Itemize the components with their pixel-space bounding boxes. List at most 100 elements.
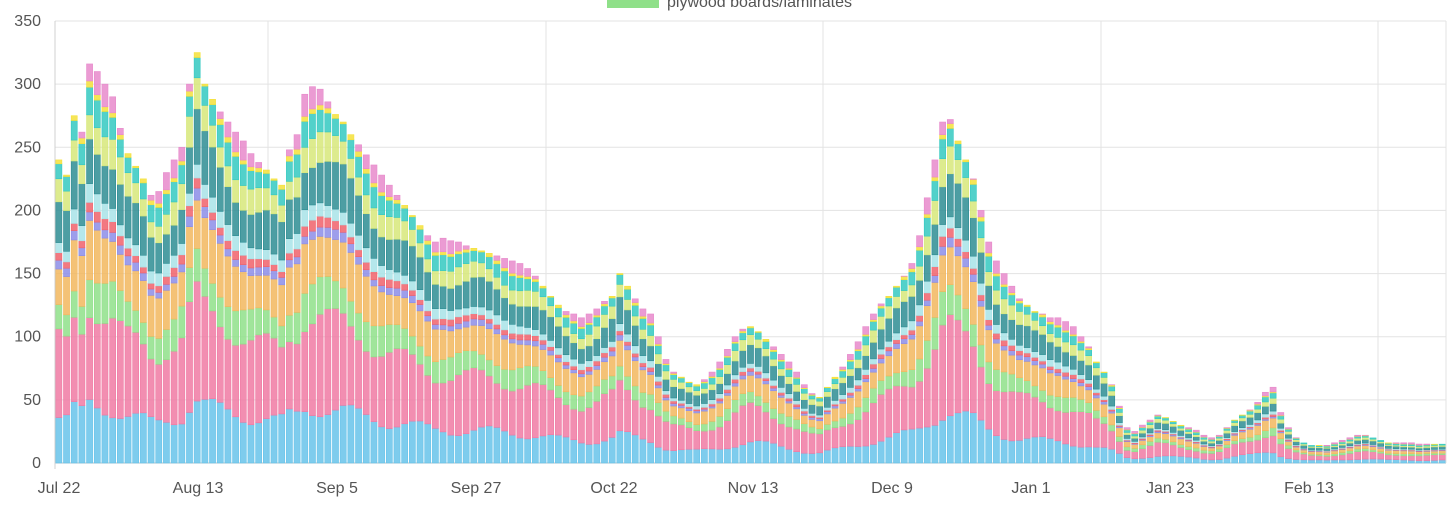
- bar-segment: [132, 332, 140, 414]
- bar-segment: [578, 317, 585, 327]
- bar-stack: [270, 178, 278, 464]
- bar-segment: [785, 361, 793, 369]
- bar-segment: [1277, 412, 1285, 416]
- bar-segment: [1285, 431, 1292, 435]
- bar-segment: [232, 259, 239, 267]
- bar-segment: [1192, 429, 1200, 433]
- bar-segment: [293, 153, 301, 178]
- bar-segment: [900, 301, 908, 328]
- bar-segment: [286, 252, 293, 261]
- bar-segment: [1108, 430, 1116, 450]
- bar-segment: [777, 394, 785, 398]
- bar-segment: [1069, 335, 1077, 346]
- bar-segment: [578, 373, 585, 378]
- bar-segment: [508, 289, 516, 305]
- bar-stack: [1400, 442, 1408, 464]
- bar-segment: [416, 225, 424, 230]
- bar-segment: [355, 234, 362, 251]
- bar-segment: [524, 289, 531, 307]
- bar-segment: [654, 402, 662, 417]
- bar-segment: [739, 332, 747, 341]
- bar-segment: [478, 353, 485, 371]
- bar-segment: [1046, 359, 1054, 367]
- bar-segment: [770, 408, 777, 419]
- bar-segment: [770, 365, 777, 381]
- bar-segment: [1092, 361, 1100, 364]
- bar-segment: [570, 369, 578, 374]
- bar-segment: [631, 434, 639, 464]
- bar-segment: [862, 397, 870, 413]
- bar-stack: [170, 159, 178, 464]
- bar-segment: [155, 363, 163, 421]
- bar-segment: [116, 244, 124, 255]
- bar-segment: [754, 373, 762, 379]
- bar-segment: [1277, 456, 1285, 464]
- bar-segment: [1023, 304, 1031, 307]
- bar-segment: [1062, 443, 1069, 464]
- bar-stack: [132, 165, 140, 464]
- bar-segment: [754, 331, 762, 333]
- bar-segment: [293, 233, 301, 250]
- bar-segment: [262, 274, 270, 311]
- bar-segment: [854, 367, 862, 381]
- bar-segment: [1377, 442, 1385, 447]
- bar-segment: [539, 333, 547, 341]
- bar-segment: [547, 295, 555, 298]
- bar-segment: [1069, 344, 1077, 356]
- bar-segment: [1054, 361, 1062, 370]
- bar-segment: [993, 275, 1000, 291]
- bar-segment: [1354, 459, 1361, 464]
- bar-segment: [539, 384, 547, 437]
- bar-segment: [839, 366, 847, 370]
- bar-segment: [493, 288, 501, 316]
- bar-segment: [1000, 332, 1008, 341]
- bar-segment: [654, 363, 662, 377]
- bar-segment: [147, 416, 155, 464]
- bar-segment: [432, 251, 439, 256]
- bar-segment: [931, 180, 939, 201]
- bar-segment: [432, 328, 439, 363]
- bar-segment: [501, 270, 508, 286]
- bar-segment: [654, 384, 662, 389]
- bar-segment: [1023, 361, 1031, 381]
- bar-segment: [777, 412, 785, 425]
- bar-segment: [201, 105, 209, 132]
- bar-segment: [670, 415, 677, 425]
- bar-segment: [309, 108, 316, 114]
- bar-segment: [831, 427, 839, 449]
- bar-stack: [401, 205, 409, 464]
- bar-segment: [908, 268, 916, 273]
- bar-segment: [224, 240, 232, 250]
- bar-segment: [1177, 430, 1185, 436]
- bar-segment: [478, 426, 485, 464]
- bar-segment: [147, 194, 155, 201]
- bar-segment: [516, 277, 524, 292]
- bar-segment: [1016, 377, 1023, 393]
- bar-segment: [193, 163, 201, 179]
- bar-segment: [70, 120, 78, 141]
- bar-segment: [885, 388, 893, 438]
- bar-segment: [601, 314, 608, 328]
- bar-segment: [1116, 427, 1123, 437]
- bar-stack: [1123, 427, 1131, 464]
- bar-segment: [109, 417, 116, 464]
- bar-segment: [847, 392, 854, 396]
- bar-segment: [63, 176, 70, 192]
- bar-segment: [524, 276, 531, 280]
- bar-segment: [155, 226, 163, 244]
- bar-segment: [1431, 446, 1438, 450]
- bar-segment: [232, 416, 239, 464]
- bar-segment: [939, 246, 946, 256]
- bar-segment: [1269, 392, 1277, 399]
- bar-segment: [785, 369, 793, 377]
- bar-segment: [1000, 439, 1008, 464]
- bar-segment: [63, 190, 70, 211]
- bar-segment: [439, 359, 447, 384]
- bar-segment: [93, 323, 101, 409]
- bar-segment: [1046, 317, 1054, 322]
- bar-segment: [255, 266, 263, 276]
- bar-segment: [731, 350, 739, 362]
- bar-segment: [332, 229, 339, 240]
- bar-segment: [616, 340, 624, 367]
- bar-segment: [647, 393, 654, 411]
